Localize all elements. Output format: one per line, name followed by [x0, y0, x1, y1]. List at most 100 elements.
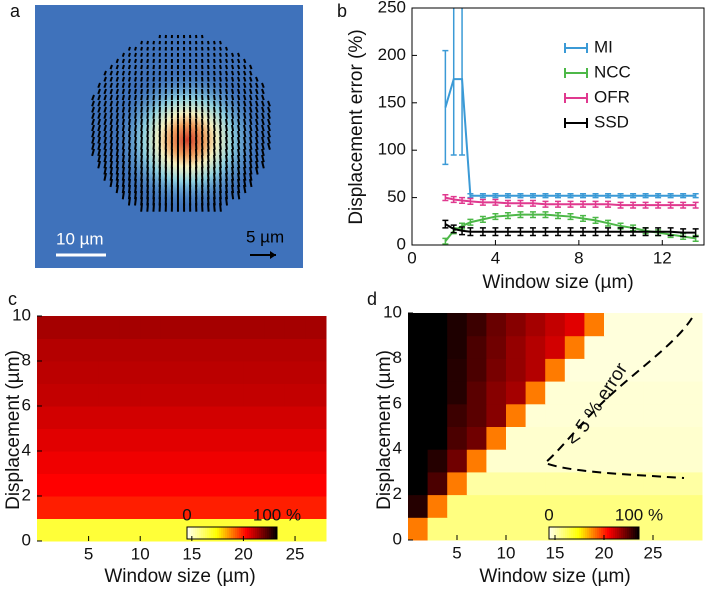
error-bar — [529, 211, 536, 219]
y-axis-title: Displacement (µm) — [374, 350, 395, 510]
error-bar — [592, 193, 599, 199]
error-bar — [442, 237, 449, 245]
vector — [207, 112, 210, 119]
vector — [213, 82, 216, 88]
error-bar — [667, 193, 674, 199]
heat-cell — [181, 496, 203, 519]
heat-cell — [408, 517, 429, 541]
vector — [225, 118, 228, 126]
colorbar-label: 0 — [544, 505, 553, 524]
vector — [146, 40, 149, 45]
heat-cell — [140, 496, 162, 519]
colorbar-step — [189, 527, 192, 539]
vector — [103, 148, 107, 157]
vector — [225, 142, 228, 150]
vector — [213, 202, 216, 212]
error-bar — [580, 214, 587, 223]
vector — [219, 76, 222, 82]
vector — [103, 166, 107, 175]
heat-cell — [305, 518, 327, 542]
heat-cell — [466, 381, 487, 405]
heat-cell — [604, 403, 625, 427]
vector — [134, 196, 137, 206]
legend-label: OFR — [594, 87, 630, 106]
heat-cell — [408, 381, 429, 405]
error-bar — [492, 193, 499, 199]
vector — [237, 106, 241, 113]
heat-cell — [486, 335, 507, 359]
vector — [103, 106, 107, 113]
vector — [140, 64, 143, 70]
vector — [91, 100, 95, 107]
heat-cell — [264, 473, 286, 497]
error-bar — [567, 227, 574, 237]
error-bar — [630, 201, 637, 209]
heat-cell — [202, 316, 224, 339]
heat-cell — [243, 406, 265, 429]
colorbar-step — [253, 527, 256, 539]
vector — [255, 82, 259, 89]
vector — [140, 52, 143, 57]
heat-cell — [140, 428, 162, 452]
colorbar-step — [227, 527, 230, 539]
heat-cell — [98, 518, 121, 542]
vector — [255, 154, 259, 163]
vector — [207, 64, 210, 70]
error-bar — [592, 200, 599, 208]
error-bar — [592, 227, 599, 237]
vector-field — [91, 34, 271, 212]
colorbar-step — [213, 527, 216, 539]
vector — [121, 112, 125, 119]
error-bar — [642, 193, 649, 199]
error-bar — [517, 227, 524, 237]
colorbar-step — [205, 527, 208, 539]
x-tick-label: 12 — [653, 248, 672, 267]
error-bar — [492, 212, 499, 221]
heat-cell — [584, 449, 605, 473]
vector — [249, 166, 253, 175]
colorbar-step — [597, 527, 600, 539]
error-bar — [442, 194, 449, 202]
vector — [213, 106, 216, 113]
vector — [146, 124, 149, 132]
vector — [213, 88, 216, 95]
vector — [146, 130, 149, 138]
heat-cell — [119, 316, 141, 339]
vector — [115, 166, 119, 175]
vector — [219, 52, 222, 57]
vector — [261, 112, 265, 119]
colorbar-step — [627, 527, 630, 539]
vector — [152, 148, 155, 156]
heat-cell — [305, 406, 327, 429]
vector — [225, 58, 228, 64]
heat-cell — [682, 494, 703, 518]
heat-cell — [98, 473, 121, 497]
vector — [243, 172, 247, 181]
vector — [249, 118, 253, 126]
colorbar-step — [623, 527, 626, 539]
colorbar-step — [187, 527, 190, 539]
heat-cell — [181, 451, 203, 474]
heat-cell — [643, 313, 664, 337]
error-bar — [529, 193, 536, 199]
error-bar — [642, 227, 649, 237]
error-bar — [504, 193, 511, 199]
heat-cell — [160, 361, 182, 384]
vector — [261, 88, 265, 95]
vector — [103, 112, 107, 119]
heat-cell — [486, 471, 507, 496]
vector — [267, 112, 271, 120]
vector — [213, 112, 216, 119]
heat-cell — [119, 451, 141, 474]
heat-cell — [119, 338, 141, 362]
heat-cell — [140, 316, 162, 339]
vector — [231, 190, 235, 200]
image-panel: 10 µm 5 µm a — [10, 1, 303, 268]
heat-cell — [57, 316, 79, 339]
heat-cell — [78, 338, 100, 362]
heat-cell — [181, 428, 203, 452]
error-bar — [504, 199, 511, 207]
vector — [91, 124, 95, 132]
vector — [115, 118, 119, 126]
heat-cell — [78, 361, 100, 384]
